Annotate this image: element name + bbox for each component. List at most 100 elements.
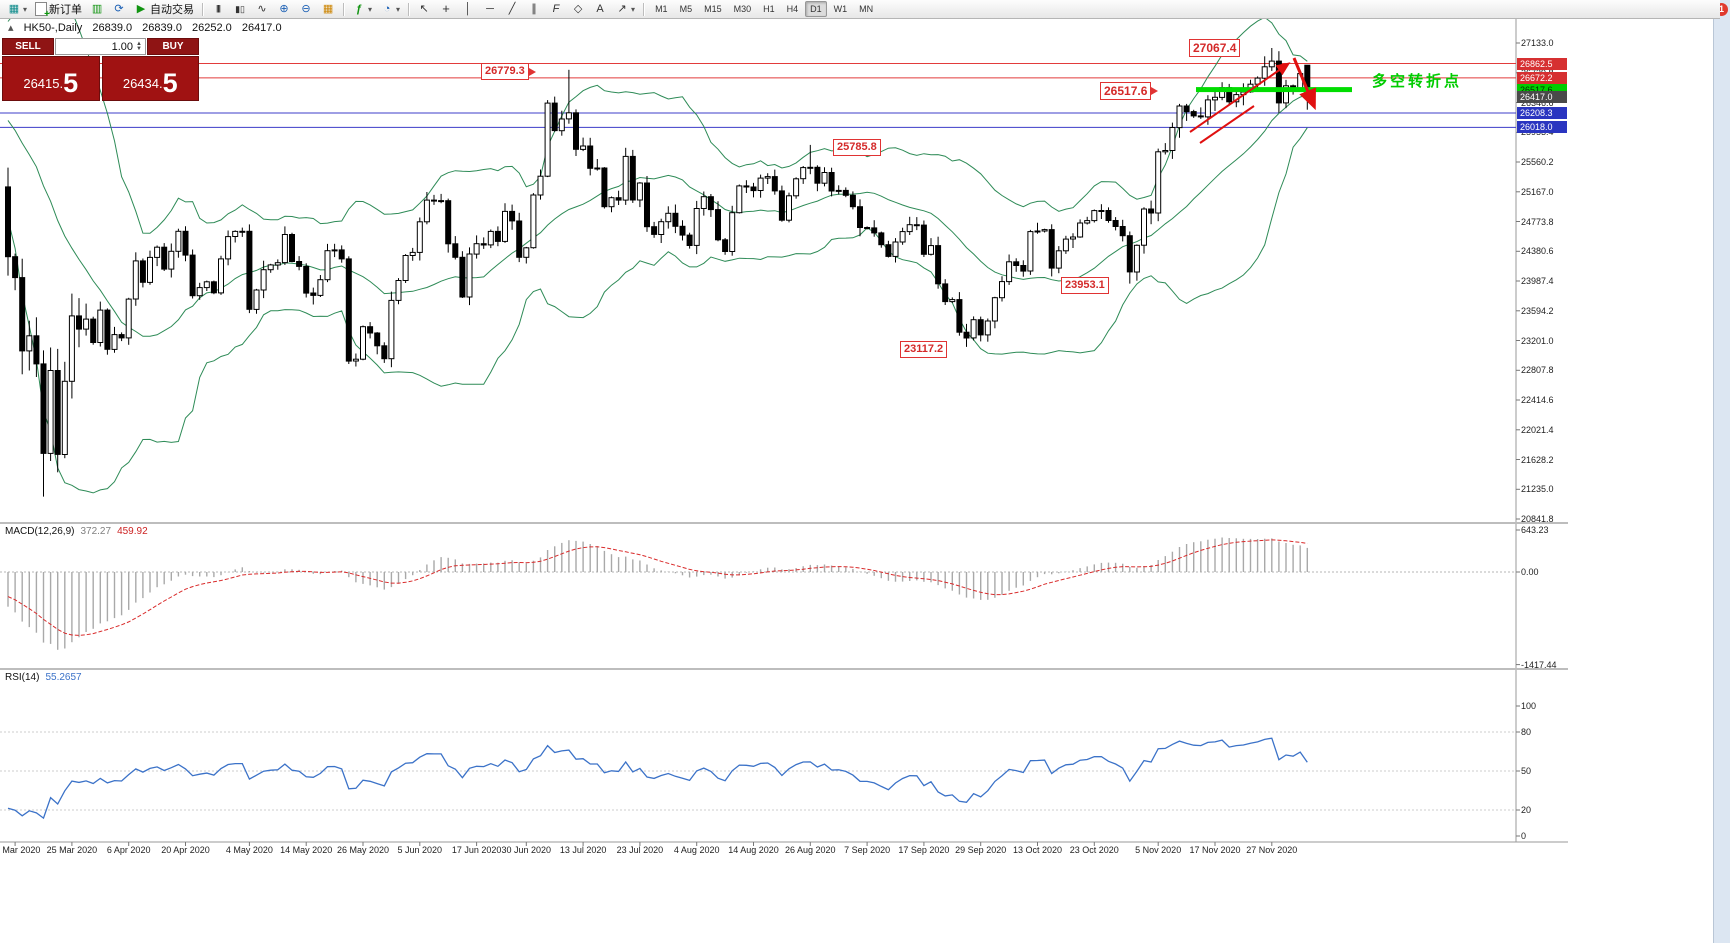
- right-side-strip[interactable]: 1: [1713, 0, 1730, 943]
- timeframe-H1[interactable]: H1: [763, 4, 775, 14]
- uptrend-line[interactable]: [1189, 62, 1291, 133]
- crosshair-icon: +: [442, 1, 450, 16]
- crosshair-tool-button[interactable]: +: [435, 0, 457, 18]
- fibonacci-tool-button[interactable]: F: [545, 0, 567, 18]
- uptrend-line-2[interactable]: [1199, 105, 1255, 144]
- tile-windows-button[interactable]: ▦: [317, 0, 339, 18]
- trendline-icon: ╱: [508, 3, 516, 15]
- bollinger-upper-band: [7, 18, 1308, 234]
- cursor-tool-button[interactable]: ↖: [413, 0, 435, 18]
- volume-input[interactable]: 1.00 ▲ ▼: [55, 38, 146, 55]
- rsi-pane[interactable]: [0, 731, 1516, 820]
- zoom-out-button[interactable]: ⊖: [295, 0, 317, 18]
- bar-chart-type-button[interactable]: |||: [207, 0, 229, 18]
- macd-label: MACD(12,26,9): [5, 526, 75, 537]
- chart-grid-icon: ▦: [8, 3, 20, 15]
- indicators-button[interactable]: ƒ ▾: [348, 0, 376, 18]
- new-chart-button[interactable]: ▦ ▾: [3, 0, 31, 18]
- indicators-icon: ƒ: [355, 3, 363, 15]
- timeframe-M15[interactable]: M15: [704, 4, 722, 14]
- candlestick-icon: ▮▯: [235, 4, 245, 14]
- fibonacci-icon: F: [552, 3, 560, 15]
- turning-point-annotation: 多空转折点: [1372, 73, 1463, 90]
- autotrading-label: 自动交易: [150, 4, 195, 16]
- macd-histogram: [7, 537, 1309, 650]
- text-tool-button[interactable]: A: [589, 0, 611, 18]
- pane-divider[interactable]: [0, 522, 1568, 524]
- shapes-icon: ◇: [573, 3, 583, 15]
- timeframe-M5[interactable]: M5: [679, 4, 693, 14]
- text-tool-icon: A: [596, 3, 604, 15]
- periods-button[interactable]: ◔ ▾: [376, 0, 404, 18]
- sell-button[interactable]: SELL: [2, 38, 54, 55]
- arrow-tool-icon: ↗: [617, 3, 627, 15]
- play-icon: ▶: [136, 3, 146, 15]
- vertical-line-icon: │: [464, 3, 472, 15]
- toolbar-separator: [643, 2, 645, 16]
- macd-signal-line: [7, 539, 1308, 636]
- zoom-in-button[interactable]: ⊕: [273, 0, 295, 18]
- chart-profiles-button[interactable]: ▥: [86, 0, 108, 18]
- rsi-label: RSI(14): [5, 672, 40, 683]
- stepper-up-icon[interactable]: ▲: [136, 40, 142, 47]
- volume-stepper[interactable]: ▲ ▼: [136, 40, 142, 52]
- macd-main-value: 372.27: [80, 526, 112, 537]
- ohlc-open: 26839.0: [92, 22, 133, 34]
- timeframe-switcher: M1 M5 M15 M30 H1 H4 D1 W1 MN: [650, 1, 878, 17]
- timeframe-M30[interactable]: M30: [733, 4, 752, 14]
- profiles-icon: ▥: [91, 3, 103, 15]
- chevron-down-icon: ▾: [631, 4, 636, 14]
- chevron-down-icon: ▾: [396, 4, 401, 14]
- arrows-tool-button[interactable]: ↗ ▾: [611, 0, 639, 18]
- line-chart-icon: ∿: [257, 3, 267, 15]
- toolbar-separator: [408, 2, 410, 16]
- symbol-title: HK50-,Daily: [23, 22, 83, 34]
- horizontal-line-icon: ─: [486, 3, 494, 15]
- macd-pane[interactable]: [0, 537, 1516, 650]
- autotrading-button[interactable]: ▶ 自动交易: [130, 0, 198, 18]
- new-order-button[interactable]: + 新订单: [31, 0, 86, 20]
- pane-divider[interactable]: [0, 668, 1568, 670]
- rsi-value: 55.2657: [45, 672, 82, 683]
- timeframe-W1[interactable]: W1: [833, 4, 848, 14]
- cursor-icon: ↖: [419, 3, 429, 15]
- turning-point-line[interactable]: [1196, 87, 1352, 93]
- clock-icon: ◔: [383, 3, 391, 15]
- timeframe-D1[interactable]: D1: [805, 1, 827, 17]
- ohlc-high: 26839.0: [142, 22, 182, 34]
- sell-price: 26415.: [23, 76, 64, 91]
- buy-button[interactable]: BUY: [147, 38, 199, 55]
- sell-price-big-digit: 5: [63, 68, 79, 98]
- down-arrow[interactable]: [1292, 57, 1316, 111]
- horizontal-line-tool-button[interactable]: ─: [479, 0, 501, 18]
- vertical-line-tool-button[interactable]: │: [457, 0, 479, 18]
- trendline-tool-button[interactable]: ╱: [501, 0, 523, 18]
- buy-price: 26434.: [122, 76, 163, 91]
- main-price-pane[interactable]: [0, 0, 1516, 497]
- timeframe-H4[interactable]: H4: [786, 4, 799, 14]
- candlestick-chart-type-button[interactable]: ▮▯: [229, 0, 251, 18]
- shapes-tool-button[interactable]: ◇: [567, 0, 589, 18]
- timeframe-MN[interactable]: MN: [859, 4, 874, 14]
- volume-value: 1.00: [111, 40, 134, 53]
- stepper-down-icon[interactable]: ▼: [136, 45, 142, 52]
- new-order-label: 新订单: [49, 4, 83, 16]
- line-chart-type-button[interactable]: ∿: [251, 0, 273, 18]
- buy-price-button[interactable]: 26434. 5: [101, 56, 199, 101]
- toolbar-separator: [343, 2, 345, 16]
- bar-chart-icon: |||: [216, 4, 221, 13]
- channel-tool-button[interactable]: ∥: [523, 0, 545, 18]
- refresh-button[interactable]: ⟳: [108, 0, 130, 18]
- refresh-icon: ⟳: [114, 3, 124, 15]
- one-click-trade-panel: SELL 1.00 ▲ ▼ BUY 26415. 5 26434. 5: [2, 38, 199, 101]
- macd-pane-title: MACD(12,26,9) 372.27 459.92: [5, 526, 148, 537]
- zoom-in-icon: ⊕: [279, 3, 289, 15]
- sell-price-button[interactable]: 26415. 5: [2, 56, 100, 101]
- tile-windows-icon: ▦: [322, 3, 334, 15]
- timeframe-M1[interactable]: M1: [655, 4, 668, 14]
- chevron-down-icon: ▾: [368, 4, 373, 14]
- macd-signal-value: 459.92: [117, 526, 148, 537]
- candlesticks: [5, 48, 1311, 497]
